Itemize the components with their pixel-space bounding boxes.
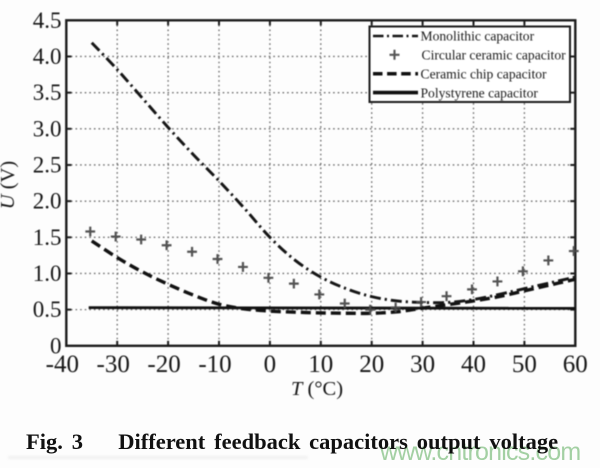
svg-text:Circular ceramic capacitor: Circular ceramic capacitor [422, 48, 567, 63]
svg-text:0: 0 [264, 351, 277, 378]
svg-text:1.5: 1.5 [33, 225, 62, 250]
svg-text:U (V): U (V) [0, 161, 19, 209]
svg-text:-20: -20 [147, 351, 180, 378]
svg-text:60: 60 [563, 351, 588, 378]
svg-text:0.5: 0.5 [33, 297, 62, 322]
svg-text:-40: -40 [46, 351, 79, 378]
svg-text:2.0: 2.0 [33, 189, 62, 214]
svg-text:20: 20 [359, 351, 384, 378]
svg-text:T (°C): T (°C) [291, 378, 343, 400]
svg-text:50: 50 [512, 351, 537, 378]
svg-text:2.5: 2.5 [33, 152, 62, 177]
svg-text:3.5: 3.5 [33, 80, 62, 105]
svg-text:3.0: 3.0 [33, 116, 62, 141]
svg-text:4.0: 4.0 [33, 44, 62, 69]
svg-text:0: 0 [50, 333, 62, 358]
svg-text:40: 40 [461, 351, 486, 378]
svg-text:Ceramic chip capacitor: Ceramic chip capacitor [421, 66, 548, 81]
svg-text:30: 30 [410, 351, 435, 378]
svg-text:Polystyrene capacitor: Polystyrene capacitor [421, 85, 539, 100]
svg-text:Monolithic capacitor: Monolithic capacitor [421, 29, 535, 44]
svg-text:-10: -10 [198, 351, 231, 378]
svg-text:10: 10 [308, 351, 333, 378]
svg-text:-30: -30 [97, 351, 130, 378]
svg-text:1.0: 1.0 [33, 261, 62, 286]
svg-text:4.5: 4.5 [33, 8, 62, 33]
